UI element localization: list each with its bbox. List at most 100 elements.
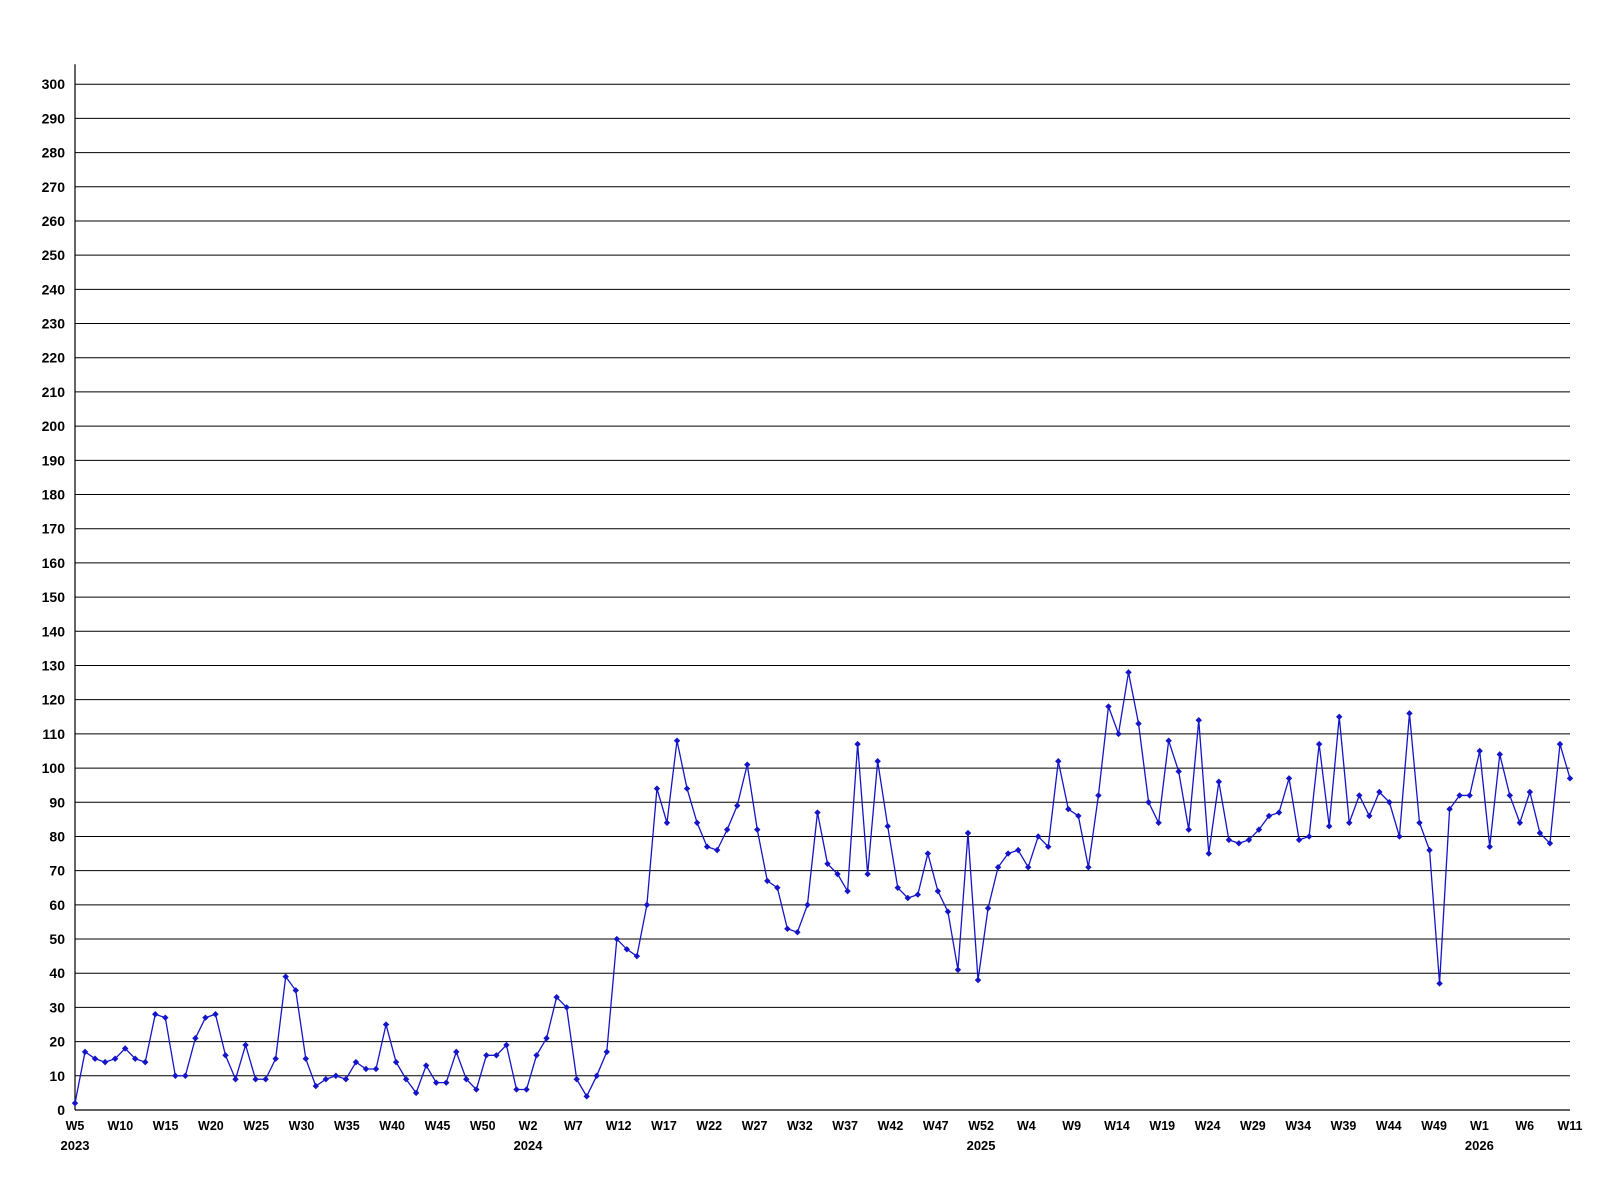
data-point-144[interactable] <box>1517 820 1523 826</box>
data-point-37[interactable] <box>443 1079 449 1085</box>
data-point-106[interactable] <box>1135 720 1141 726</box>
data-point-87[interactable] <box>945 908 951 914</box>
data-point-68[interactable] <box>754 826 760 832</box>
data-point-47[interactable] <box>543 1035 549 1041</box>
data-point-62[interactable] <box>694 820 700 826</box>
data-line-series[interactable] <box>75 672 1570 1103</box>
data-point-36[interactable] <box>433 1079 439 1085</box>
data-point-58[interactable] <box>654 785 660 791</box>
data-point-66[interactable] <box>734 802 740 808</box>
data-point-135[interactable] <box>1426 847 1432 853</box>
data-point-98[interactable] <box>1055 758 1061 764</box>
data-point-123[interactable] <box>1306 833 1312 839</box>
data-point-85[interactable] <box>925 850 931 856</box>
data-point-114[interactable] <box>1216 779 1222 785</box>
data-point-10[interactable] <box>172 1073 178 1079</box>
data-point-128[interactable] <box>1356 792 1362 798</box>
data-point-142[interactable] <box>1497 751 1503 757</box>
data-point-103[interactable] <box>1105 703 1111 709</box>
data-point-102[interactable] <box>1095 792 1101 798</box>
data-point-140[interactable] <box>1476 748 1482 754</box>
data-point-77[interactable] <box>844 888 850 894</box>
data-point-38[interactable] <box>453 1049 459 1055</box>
data-point-104[interactable] <box>1115 731 1121 737</box>
data-point-73[interactable] <box>804 902 810 908</box>
data-point-94[interactable] <box>1015 847 1021 853</box>
data-point-7[interactable] <box>142 1059 148 1065</box>
data-point-122[interactable] <box>1296 837 1302 843</box>
data-point-20[interactable] <box>272 1056 278 1062</box>
data-point-59[interactable] <box>664 820 670 826</box>
data-point-149[interactable] <box>1567 775 1573 781</box>
data-point-8[interactable] <box>152 1011 158 1017</box>
data-point-134[interactable] <box>1416 820 1422 826</box>
data-point-60[interactable] <box>674 738 680 744</box>
data-point-133[interactable] <box>1406 710 1412 716</box>
data-point-67[interactable] <box>744 761 750 767</box>
data-point-45[interactable] <box>523 1086 529 1092</box>
data-point-113[interactable] <box>1206 850 1212 856</box>
data-point-121[interactable] <box>1286 775 1292 781</box>
data-point-57[interactable] <box>644 902 650 908</box>
data-point-132[interactable] <box>1396 833 1402 839</box>
data-point-74[interactable] <box>814 809 820 815</box>
data-point-9[interactable] <box>162 1014 168 1020</box>
data-point-0[interactable] <box>72 1100 78 1106</box>
data-point-17[interactable] <box>242 1042 248 1048</box>
data-point-65[interactable] <box>724 826 730 832</box>
data-point-71[interactable] <box>784 926 790 932</box>
data-point-108[interactable] <box>1155 820 1161 826</box>
data-point-13[interactable] <box>202 1014 208 1020</box>
data-point-112[interactable] <box>1196 717 1202 723</box>
data-point-107[interactable] <box>1145 799 1151 805</box>
data-point-115[interactable] <box>1226 837 1232 843</box>
data-point-11[interactable] <box>182 1073 188 1079</box>
data-point-63[interactable] <box>704 844 710 850</box>
data-point-53[interactable] <box>604 1049 610 1055</box>
data-point-101[interactable] <box>1085 864 1091 870</box>
data-point-124[interactable] <box>1316 741 1322 747</box>
data-point-15[interactable] <box>222 1052 228 1058</box>
data-point-84[interactable] <box>915 891 921 897</box>
data-point-89[interactable] <box>965 830 971 836</box>
data-point-14[interactable] <box>212 1011 218 1017</box>
data-point-31[interactable] <box>383 1021 389 1027</box>
data-point-139[interactable] <box>1466 792 1472 798</box>
data-point-109[interactable] <box>1165 738 1171 744</box>
data-point-16[interactable] <box>232 1076 238 1082</box>
data-point-145[interactable] <box>1527 789 1533 795</box>
data-point-81[interactable] <box>885 823 891 829</box>
data-point-141[interactable] <box>1487 844 1493 850</box>
data-point-125[interactable] <box>1326 823 1332 829</box>
data-point-12[interactable] <box>192 1035 198 1041</box>
data-point-18[interactable] <box>252 1076 258 1082</box>
data-point-116[interactable] <box>1236 840 1242 846</box>
data-point-72[interactable] <box>794 929 800 935</box>
data-point-27[interactable] <box>343 1076 349 1082</box>
data-point-64[interactable] <box>714 847 720 853</box>
data-point-110[interactable] <box>1175 768 1181 774</box>
data-point-86[interactable] <box>935 888 941 894</box>
data-point-95[interactable] <box>1025 864 1031 870</box>
data-point-143[interactable] <box>1507 792 1513 798</box>
data-point-90[interactable] <box>975 977 981 983</box>
data-point-51[interactable] <box>584 1093 590 1099</box>
data-point-52[interactable] <box>594 1073 600 1079</box>
data-point-78[interactable] <box>854 741 860 747</box>
data-point-88[interactable] <box>955 967 961 973</box>
data-point-44[interactable] <box>513 1086 519 1092</box>
data-point-46[interactable] <box>533 1052 539 1058</box>
data-point-80[interactable] <box>874 758 880 764</box>
data-point-148[interactable] <box>1557 741 1563 747</box>
data-point-120[interactable] <box>1276 809 1282 815</box>
data-point-126[interactable] <box>1336 714 1342 720</box>
data-point-129[interactable] <box>1366 813 1372 819</box>
data-point-50[interactable] <box>573 1076 579 1082</box>
data-point-32[interactable] <box>393 1059 399 1065</box>
data-point-79[interactable] <box>864 871 870 877</box>
data-point-23[interactable] <box>303 1056 309 1062</box>
data-point-3[interactable] <box>102 1059 108 1065</box>
data-point-127[interactable] <box>1346 820 1352 826</box>
data-point-105[interactable] <box>1125 669 1131 675</box>
data-point-111[interactable] <box>1186 826 1192 832</box>
